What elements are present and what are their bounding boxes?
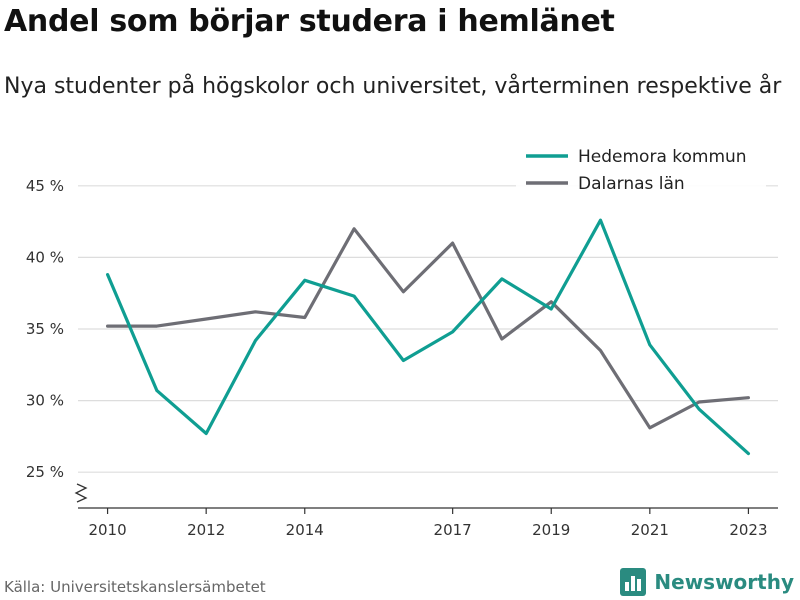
x-tick-label: 2012 [187,521,225,539]
series-line-dalarnas-län [105,227,751,430]
axis-break-icon [74,483,88,503]
y-tick-label: 40 % [26,248,64,266]
chart-title: Andel som börjar studera i hemlänet [4,4,615,39]
chart-subtitle: Nya studenter på högskolor och universit… [4,74,782,99]
y-tick-label: 30 % [26,392,64,410]
legend-label: Dalarnas län [578,174,685,194]
bar-chart-logo-icon [620,568,647,596]
x-tick-label: 2021 [631,521,669,539]
legend-label: Hedemora kommun [578,147,747,167]
grid-lines [78,185,778,473]
legend-background [516,140,766,196]
y-tick-label: 25 % [26,463,64,481]
source-note: Källa: Universitetskanslersämbetet [4,578,266,596]
x-tick-label: 2023 [729,521,767,539]
axes: 25 % 30 % 35 % 40 % 45 % 2010 2012 2014 2017 2019… [26,177,778,539]
series-lines [105,218,751,456]
x-tick-label: 2019 [532,521,570,539]
y-tick-label: 45 % [26,177,64,195]
brand-logo: Newsworthy [620,568,794,596]
y-tick-label: 35 % [26,320,64,338]
legend: Hedemora kommun Dalarnas län [516,140,766,196]
brand-name: Newsworthy [654,570,794,594]
x-tick-label: 2010 [88,521,126,539]
series-line-hedemora-kommun [105,218,751,456]
x-tick-label: 2014 [286,521,324,539]
x-tick-label: 2017 [434,521,472,539]
